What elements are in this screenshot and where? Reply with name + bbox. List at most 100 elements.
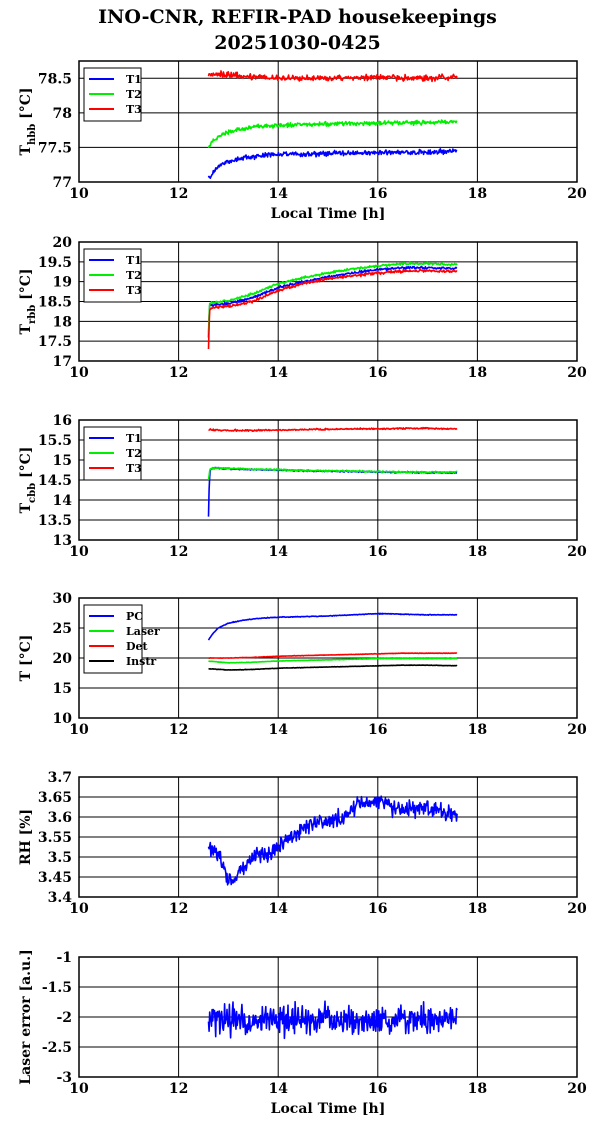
series-line-data — [207, 795, 458, 886]
x-tick-label: 20 — [567, 186, 587, 202]
legend-label-t1: T1 — [126, 432, 142, 445]
plot-frame — [78, 776, 578, 898]
chart-title-line1: INO-CNR, REFIR-PAD housekeepings — [98, 6, 497, 28]
x-tick-label: 10 — [69, 722, 89, 738]
plot-frame — [78, 241, 578, 362]
y-tick-label: 13 — [53, 533, 72, 549]
y-axis-label: RH [%] — [18, 809, 34, 865]
x-tick-label: 18 — [468, 544, 487, 560]
x-tick-label: 20 — [567, 365, 587, 381]
x-tick-label: 12 — [169, 722, 188, 738]
y-tick-label: 3.4 — [48, 890, 73, 906]
legend-label-t2: T2 — [126, 269, 142, 282]
legend: T1 T2 T3 — [83, 426, 142, 481]
x-tick-label: 14 — [268, 1081, 288, 1097]
y-tick-label: 14 — [53, 493, 73, 509]
legend-label-t2: T2 — [126, 447, 142, 460]
x-tick-label: 14 — [268, 186, 288, 202]
x-tick-label: 20 — [567, 722, 587, 738]
series-line-t3 — [208, 426, 458, 433]
chart-panel-laser: -3 -2.5 -2 -1.5 -1 10 12 14 16 18 20 Local Time [h]… — [18, 949, 587, 1117]
y-axis-label-main: Laser error [a.u.] — [18, 949, 34, 1084]
y-tick-label: 19.5 — [38, 255, 72, 271]
y-tick-label: 3.5 — [48, 850, 72, 866]
y-axis-label-sub: rbb — [27, 305, 38, 324]
plot-frame — [78, 956, 578, 1078]
x-tick-label: 10 — [69, 901, 89, 917]
legend-label-laser: Laser — [126, 625, 160, 638]
x-tick-label: 14 — [268, 365, 288, 381]
chart-panel-rh: 3.4 3.45 3.5 3.55 3.6 3.65 3.7 10 12 14 16 18 20 RH [… — [18, 770, 587, 917]
chart-title: INO-CNR, REFIR-PAD housekeepings 2025103… — [0, 4, 595, 56]
y-tick-label: 25 — [53, 621, 72, 637]
x-tick-label: 18 — [468, 901, 487, 917]
chart-title-line2: 20251030-0425 — [214, 32, 381, 54]
y-tick-label: 18.5 — [38, 295, 72, 311]
x-tick-label: 16 — [368, 544, 387, 560]
x-tick-label: 20 — [567, 544, 587, 560]
series-line-det — [208, 652, 458, 659]
y-axis-label: Laser error [a.u.] — [18, 949, 34, 1084]
series-line-t2 — [207, 466, 458, 481]
plot-frame — [78, 60, 578, 183]
y-tick-label: 77 — [53, 175, 72, 191]
y-axis-label-main: T — [18, 323, 34, 334]
y-tick-label: 10 — [53, 711, 73, 727]
x-tick-label: 16 — [368, 1081, 387, 1097]
y-axis-label-main: T — [18, 144, 34, 155]
y-tick-label: -1 — [56, 950, 72, 966]
series-line-data — [207, 1000, 458, 1040]
y-tick-label: 17 — [53, 354, 72, 370]
x-tick-label: 16 — [368, 365, 387, 381]
y-tick-label: 30 — [53, 591, 73, 607]
y-tick-label: 3.65 — [38, 790, 72, 806]
x-tick-label: 10 — [69, 186, 89, 202]
legend-label-t1: T1 — [126, 254, 142, 267]
series-line-t3 — [207, 70, 458, 83]
y-axis-label-main: T [°C] — [18, 635, 34, 682]
x-tick-label: 14 — [268, 901, 288, 917]
series-line-t2 — [207, 119, 458, 149]
legend-label-instr: Instr — [126, 655, 156, 668]
y-tick-label: 15 — [53, 681, 72, 697]
y-axis-label-main: RH [%] — [18, 809, 34, 865]
series-line-instr — [208, 664, 458, 671]
legend-label-t3: T3 — [126, 462, 142, 475]
y-axis-label-unit: [°C] — [18, 88, 34, 124]
y-axis-label-unit: [°C] — [18, 447, 34, 483]
x-tick-label: 10 — [69, 365, 89, 381]
x-tick-label: 10 — [69, 1081, 89, 1097]
y-tick-label: -1.5 — [42, 980, 72, 996]
legend: T1 T2 T3 — [83, 248, 142, 303]
y-tick-label: 78 — [53, 106, 72, 122]
x-tick-label: 18 — [468, 365, 487, 381]
legend-label-t1: T1 — [126, 73, 142, 86]
y-tick-label: 3.6 — [48, 810, 72, 826]
plot-frame — [78, 597, 578, 719]
x-tick-label: 18 — [468, 186, 487, 202]
x-tick-label: 16 — [368, 722, 387, 738]
y-tick-label: 17.5 — [38, 334, 72, 350]
x-tick-label: 12 — [169, 186, 188, 202]
x-axis-label: Local Time [h] — [271, 1101, 386, 1117]
chart-panel-hbb: 77 77.5 78 78.5 10 12 14 16 18 20 Local Time [h] Th… — [18, 60, 587, 222]
x-tick-label: 20 — [567, 901, 587, 917]
y-tick-label: 20 — [53, 235, 73, 251]
x-axis-label: Local Time [h] — [271, 206, 386, 222]
y-axis-label: Thbb [°C] — [18, 88, 38, 156]
x-tick-label: 18 — [468, 1081, 487, 1097]
y-tick-label: 19 — [53, 275, 72, 291]
y-tick-label: 20 — [53, 651, 73, 667]
y-axis-label: Tcbb [°C] — [18, 447, 38, 514]
x-tick-label: 10 — [69, 544, 89, 560]
y-tick-label: 13.5 — [38, 513, 72, 529]
y-tick-label: 3.7 — [48, 770, 72, 786]
x-tick-label: 16 — [368, 901, 387, 917]
x-tick-label: 12 — [169, 365, 188, 381]
legend-label-det: Det — [126, 640, 149, 653]
y-axis-label-unit: [°C] — [18, 269, 34, 305]
y-tick-label: 14.5 — [38, 473, 72, 489]
y-tick-label: 78.5 — [38, 71, 72, 87]
legend-label-t3: T3 — [126, 103, 142, 116]
y-tick-label: 3.45 — [38, 870, 72, 886]
